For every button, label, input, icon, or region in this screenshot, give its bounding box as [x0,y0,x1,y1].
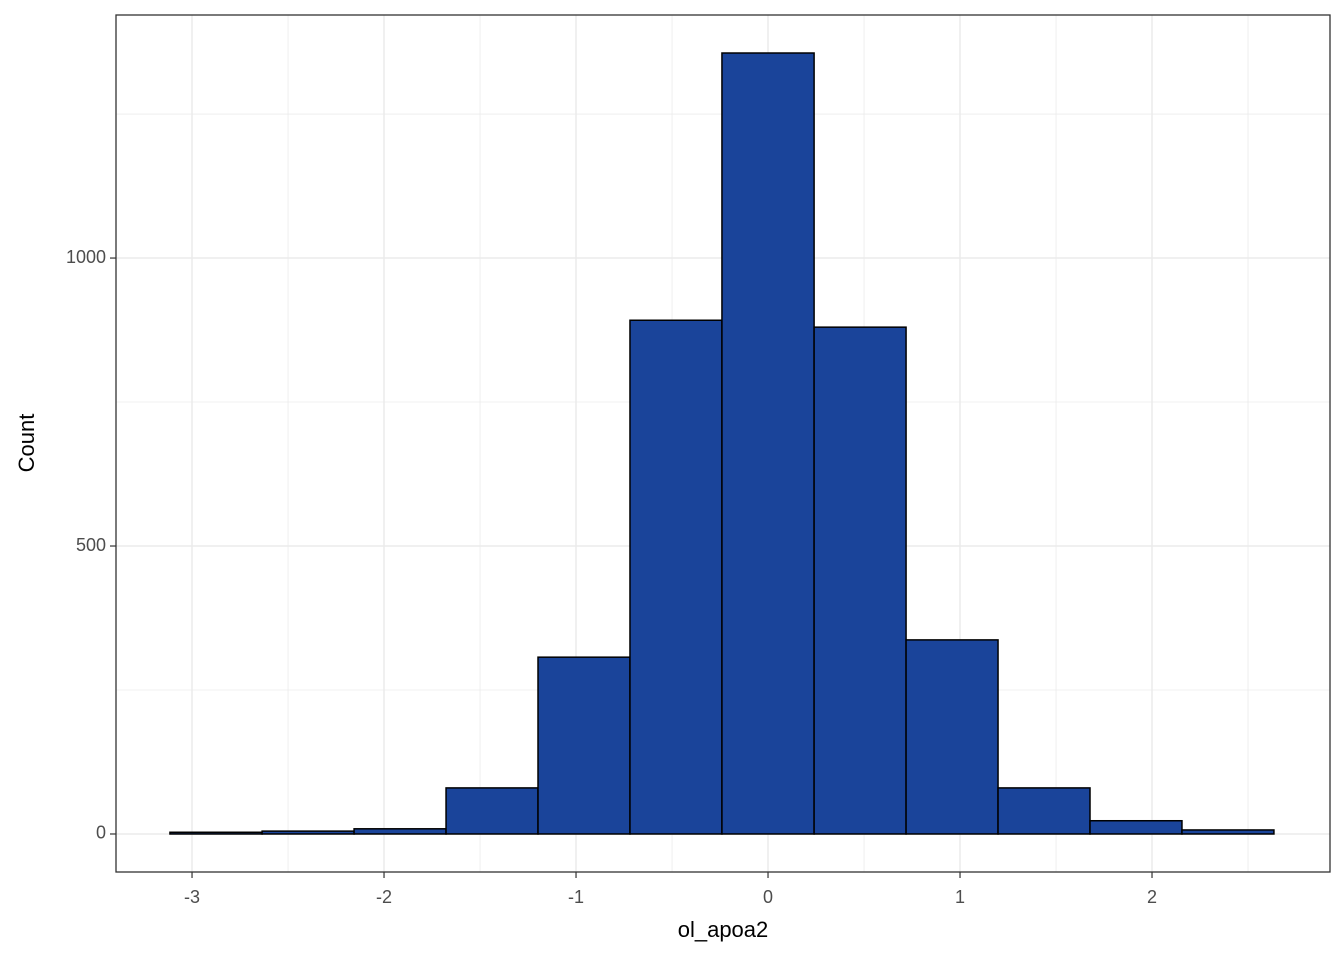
y-axis-title: Count [14,414,39,473]
bar [997,787,1091,835]
bar [445,787,539,835]
bar [169,831,263,835]
y-tick-label: 500 [76,535,106,555]
bar [721,52,815,835]
y-tick-label: 0 [96,823,106,843]
bar [261,830,355,835]
bar [1181,829,1275,835]
bar [537,656,631,835]
bar [905,639,999,835]
bar [813,326,907,835]
x-tick-label: 2 [1147,887,1157,907]
bar [353,828,447,835]
panel-border [115,14,1331,873]
x-tick-label: 0 [763,887,773,907]
x-tick-label: -3 [184,887,200,907]
bar [1089,819,1183,835]
x-axis-title: ol_apoa2 [678,917,769,942]
x-tick-label: 1 [955,887,965,907]
bar [629,319,723,835]
y-tick-label: 1000 [66,247,106,267]
x-tick-label: -2 [376,887,392,907]
x-tick-label: -1 [568,887,584,907]
